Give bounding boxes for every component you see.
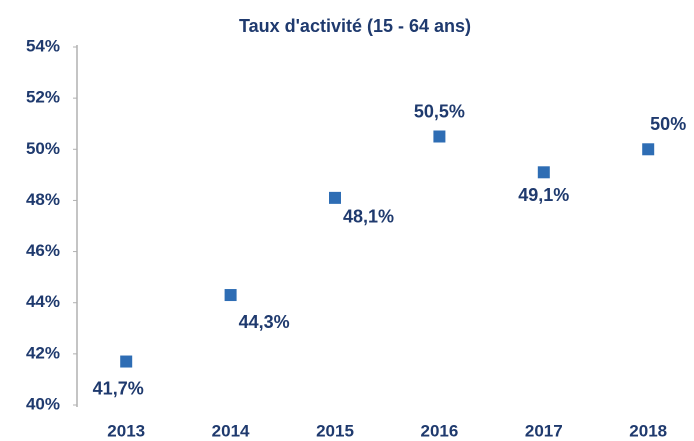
y-tick-label: 44% xyxy=(26,292,60,311)
marker xyxy=(642,143,655,156)
chart-title: Taux d'activité (15 - 64 ans) xyxy=(239,16,471,36)
x-tick-label: 2013 xyxy=(107,421,145,440)
y-tick-label: 42% xyxy=(26,343,60,362)
marker xyxy=(120,355,133,368)
data-label: 49,1% xyxy=(518,185,569,205)
y-tick-label: 54% xyxy=(26,36,60,55)
y-tick-label: 40% xyxy=(26,394,60,413)
marker xyxy=(224,289,237,302)
marker xyxy=(433,130,446,143)
x-tick-label: 2015 xyxy=(316,421,354,440)
marker xyxy=(537,166,550,179)
x-tick-label: 2016 xyxy=(420,421,458,440)
y-tick-label: 48% xyxy=(26,190,60,209)
y-tick-label: 46% xyxy=(26,241,60,260)
x-tick-label: 2017 xyxy=(525,421,563,440)
data-label: 44,3% xyxy=(239,312,290,332)
data-label: 50% xyxy=(650,114,686,134)
y-tick-label: 52% xyxy=(26,88,60,107)
data-label: 48,1% xyxy=(343,207,394,227)
data-label: 50,5% xyxy=(414,101,465,121)
x-tick-label: 2018 xyxy=(629,421,667,440)
marker xyxy=(329,191,341,204)
data-label: 41,7% xyxy=(93,378,144,398)
y-tick-label: 50% xyxy=(26,139,60,158)
x-tick-label: 2014 xyxy=(212,421,250,440)
